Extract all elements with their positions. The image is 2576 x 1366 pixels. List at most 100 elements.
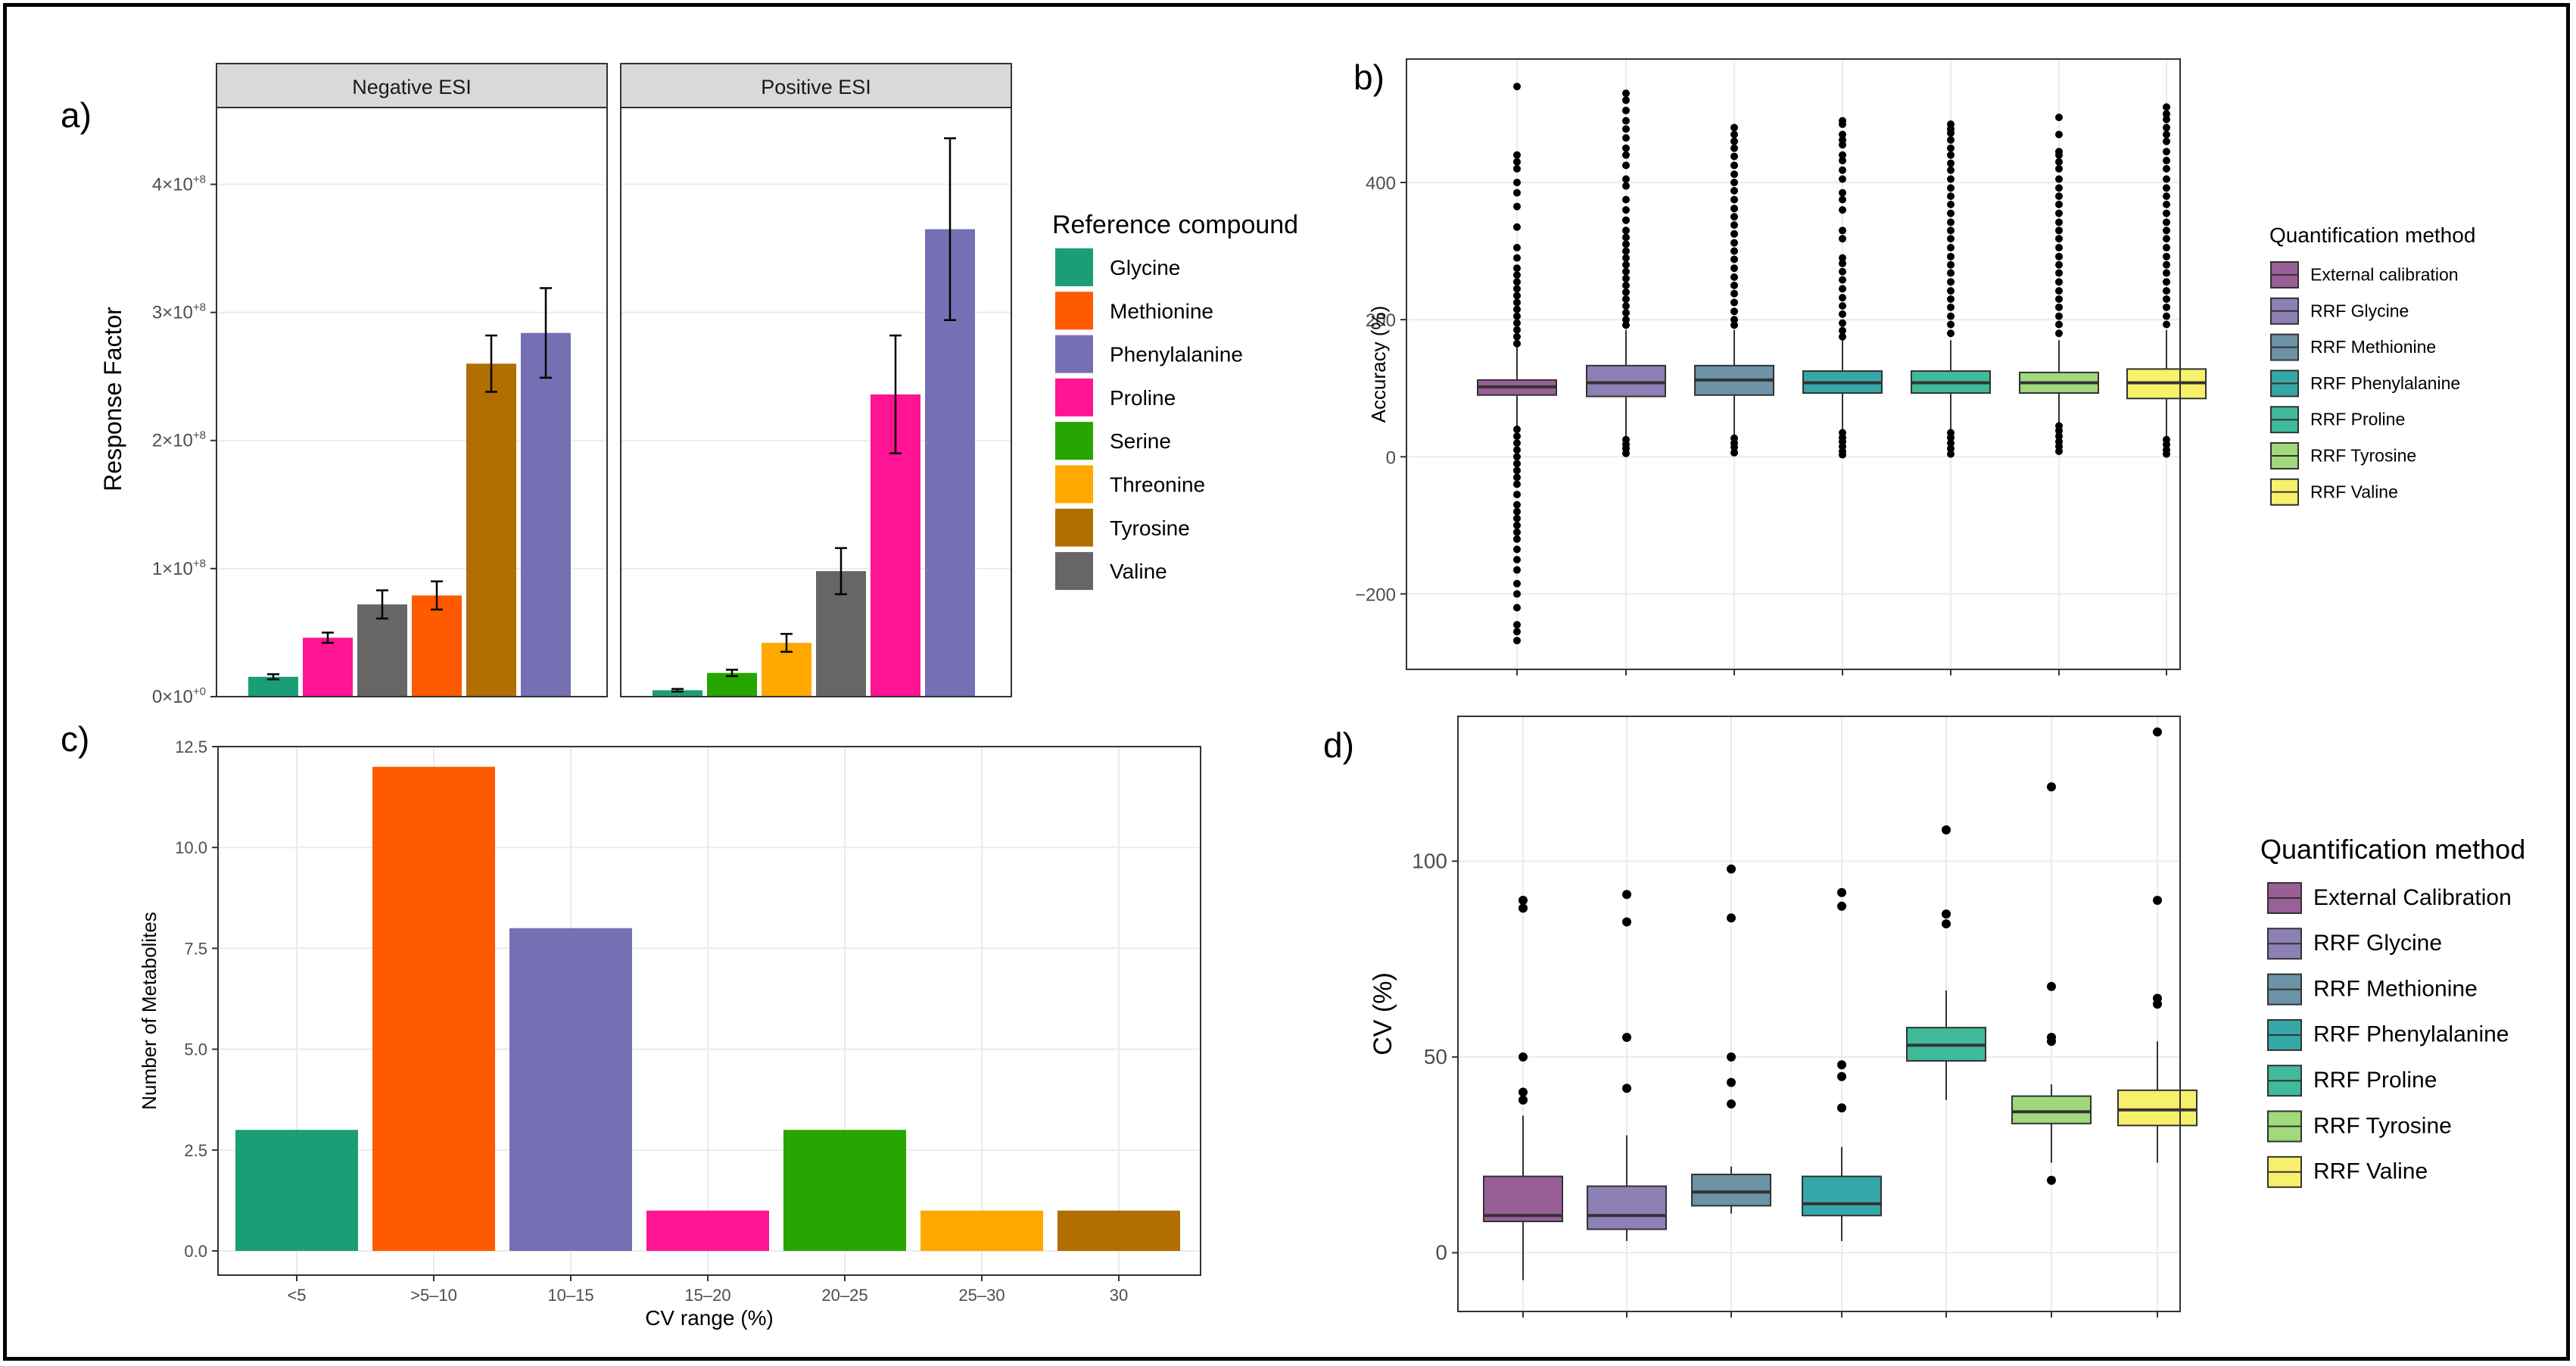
outlier-b-external-calibration-26 <box>1513 453 1521 461</box>
legend-d-title: Quantification method <box>2260 834 2525 865</box>
outlier-b-external-calibration-15 <box>1513 298 1521 307</box>
outlier-b-rrf-tyrosine-15 <box>2055 252 2063 260</box>
outlier-b-rrf-tyrosine-23 <box>2055 320 2063 329</box>
outlier-b-rrf-glycine-11 <box>1622 195 1630 204</box>
box-d-external-calibration <box>1483 1175 1563 1223</box>
outlier-d-external-calibration-2 <box>1519 1052 1528 1062</box>
outlier-b-rrf-phenylalanine-7 <box>1839 166 1846 174</box>
panel-label-c: c) <box>61 719 89 759</box>
outlier-b-rrf-glycine-27 <box>1622 316 1630 324</box>
outlier-b-rrf-glycine-24 <box>1622 295 1630 303</box>
legend-a-swatch-valine <box>1055 552 1093 591</box>
bar-negative-valine <box>357 604 407 697</box>
outlier-b-rrf-valine-25 <box>2163 312 2170 320</box>
outlier-b-external-calibration-31 <box>1513 491 1521 499</box>
outlier-b-external-calibration-36 <box>1513 528 1521 536</box>
outlier-d-rrf-tyrosine-0 <box>2047 782 2056 792</box>
outlier-d-external-calibration-4 <box>1519 1095 1528 1105</box>
legend-d-label-rrf-tyrosine: RRF Tyrosine <box>2313 1113 2452 1138</box>
outlier-b-rrf-tyrosine-11 <box>2055 218 2063 226</box>
outlier-b-rrf-glycine-10 <box>1622 182 1630 190</box>
outlier-b-rrf-tyrosine-30 <box>2055 448 2063 456</box>
outlier-b-rrf-tyrosine-0 <box>2055 113 2063 121</box>
outlier-b-rrf-tyrosine-7 <box>2055 184 2063 192</box>
outlier-d-rrf-proline-0 <box>1942 825 1951 834</box>
outlier-d-rrf-phenylalanine-4 <box>1837 1103 1846 1113</box>
outlier-b-rrf-methionine-20 <box>1730 289 1738 298</box>
outlier-b-rrf-glycine-16 <box>1622 240 1630 248</box>
legend-b-label-rrf-tyrosine: RRF Tyrosine <box>2310 445 2416 465</box>
outlier-b-external-calibration-29 <box>1513 473 1521 482</box>
outlier-b-rrf-valine-9 <box>2163 175 2170 183</box>
outlier-b-rrf-tyrosine-17 <box>2055 269 2063 277</box>
facet-label-negative: Negative ESI <box>352 76 472 98</box>
outlier-b-rrf-valine-28 <box>2163 440 2170 448</box>
legend-d-label-rrf-methionine: RRF Methionine <box>2313 976 2478 1001</box>
outlier-b-rrf-proline-5 <box>1947 151 1955 159</box>
outlier-b-external-calibration-43 <box>1513 603 1521 612</box>
outlier-b-rrf-proline-11 <box>1947 200 1955 208</box>
outlier-b-rrf-valine-5 <box>2163 137 2170 145</box>
outlier-d-rrf-phenylalanine-3 <box>1837 1071 1846 1081</box>
outlier-b-rrf-phenylalanine-14 <box>1839 254 1846 262</box>
outlier-b-rrf-glycine-15 <box>1622 233 1630 242</box>
outlier-b-rrf-glycine-1 <box>1622 96 1630 104</box>
outlier-b-rrf-proline-14 <box>1947 226 1955 235</box>
outlier-b-rrf-phenylalanine-9 <box>1839 189 1846 197</box>
legend-a-label-threonine: Threonine <box>1110 473 1205 497</box>
outlier-b-rrf-proline-25 <box>1947 320 1955 329</box>
outlier-b-rrf-valine-17 <box>2163 244 2170 252</box>
outlier-b-rrf-valine-10 <box>2163 184 2170 192</box>
outlier-b-rrf-valine-6 <box>2163 148 2170 156</box>
outlier-b-rrf-valine-19 <box>2163 260 2170 269</box>
chart-a: Negative ESI Positive ESI 0×10+0 1×10+8 2×… <box>99 63 1298 707</box>
ytick-label-a-0: 0×10+0 <box>152 685 206 707</box>
outlier-b-rrf-phenylalanine-17 <box>1839 276 1846 284</box>
outlier-b-rrf-proline-18 <box>1947 260 1955 269</box>
outlier-b-rrf-proline-3 <box>1947 136 1955 144</box>
outlier-b-rrf-phenylalanine-22 <box>1839 319 1846 327</box>
legend-b-label-external-calibration: External calibration <box>2310 264 2459 284</box>
outlier-b-external-calibration-32 <box>1513 501 1521 509</box>
legend-d-label-external-calibration: External Calibration <box>2313 885 2512 910</box>
outlier-b-rrf-valine-1 <box>2163 110 2170 118</box>
legend-b-label-rrf-methionine: RRF Methionine <box>2310 337 2436 357</box>
outlier-b-external-calibration-20 <box>1513 332 1521 341</box>
outlier-b-rrf-tyrosine-9 <box>2055 200 2063 208</box>
outlier-b-rrf-proline-28 <box>1947 433 1955 441</box>
outlier-b-rrf-phenylalanine-18 <box>1839 285 1846 293</box>
outlier-b-rrf-proline-12 <box>1947 209 1955 217</box>
chart-b: −200 0 200 400 Accuracy (%) Quantification … <box>1355 58 2475 675</box>
legend-a-swatch-serine <box>1055 422 1093 460</box>
outlier-b-external-calibration-3 <box>1513 164 1521 173</box>
outlier-b-rrf-tyrosine-26 <box>2055 426 2063 435</box>
chart-b-ylabel: Accuracy (%) <box>1367 306 1390 423</box>
outlier-b-rrf-proline-19 <box>1947 269 1955 277</box>
outlier-b-rrf-glycine-26 <box>1622 309 1630 317</box>
outlier-b-rrf-tyrosine-10 <box>2055 209 2063 217</box>
outlier-d-external-calibration-1 <box>1519 903 1528 913</box>
legend-a-title: Reference compound <box>1052 211 1298 239</box>
outlier-d-rrf-phenylalanine-2 <box>1837 1060 1846 1070</box>
outlier-b-rrf-glycine-12 <box>1622 206 1630 214</box>
outlier-b-rrf-proline-13 <box>1947 218 1955 226</box>
xtick-label-c-5: 25–30 <box>958 1286 1005 1305</box>
outlier-b-rrf-valine-18 <box>2163 252 2170 260</box>
outlier-b-rrf-proline-2 <box>1947 129 1955 137</box>
bar-c-15-20 <box>646 1210 769 1252</box>
outlier-b-rrf-proline-8 <box>1947 175 1955 183</box>
panel-label-a: a) <box>61 95 92 135</box>
ytick-label-d-2: 100 <box>1412 849 1447 872</box>
outlier-b-rrf-phenylalanine-10 <box>1839 195 1846 204</box>
outlier-d-rrf-proline-1 <box>1942 909 1951 919</box>
outlier-d-rrf-methionine-4 <box>1727 1099 1736 1109</box>
xtick-label-c-2: 10–15 <box>547 1286 593 1305</box>
outlier-b-rrf-tyrosine-18 <box>2055 278 2063 286</box>
ytick-label-c-2: 5.0 <box>184 1040 207 1059</box>
outlier-b-external-calibration-18 <box>1513 319 1521 327</box>
outlier-b-rrf-valine-8 <box>2163 164 2170 173</box>
outlier-b-external-calibration-23 <box>1513 432 1521 441</box>
outlier-b-rrf-phenylalanine-4 <box>1839 141 1846 149</box>
outlier-b-external-calibration-22 <box>1513 426 1521 434</box>
